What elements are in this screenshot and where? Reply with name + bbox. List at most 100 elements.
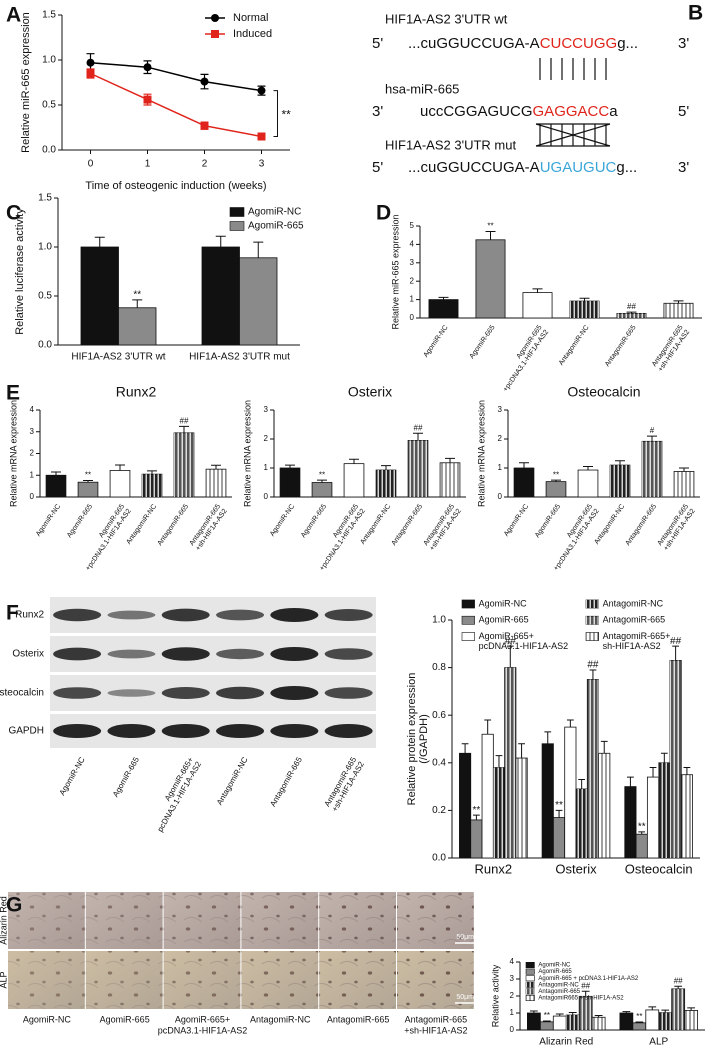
x-tick-label-group: AntagomiR-665	[391, 503, 425, 547]
error-bar	[579, 297, 590, 302]
seq: g...	[617, 35, 638, 52]
blot-row-label: Runx2	[15, 610, 44, 621]
lane-label-group: AntagomiR-665+sh-HIF1A-AS2	[323, 755, 367, 813]
error-bar	[544, 731, 552, 744]
x-tick-label-group: AntagomiR-665+sh-HIF1A-AS2	[651, 324, 691, 373]
end: 5'	[372, 159, 383, 176]
y-tick-label: 0.5	[38, 291, 52, 302]
mismatch-box	[535, 123, 611, 147]
blot-band	[324, 687, 373, 699]
x-tick-label-group: AntagomiR-665+sh-HIF1A-AS2	[657, 503, 697, 552]
panel-label: C	[6, 202, 21, 225]
y-tick-label: 2	[30, 449, 35, 458]
bar	[616, 312, 647, 319]
blot-band	[107, 724, 156, 738]
x-tick-label: AntagomiR-NC	[558, 324, 591, 367]
stain-cells	[8, 951, 85, 1009]
annotation: ##	[414, 423, 423, 432]
lane-label: AgomiR-NC	[58, 755, 87, 797]
stain-cells	[397, 951, 474, 1009]
x-tick-label: AgomiR-NC	[503, 503, 530, 538]
lane-label-group: AntagomiR-NC	[215, 755, 250, 806]
bar	[470, 819, 483, 859]
error-bar	[648, 1006, 657, 1010]
y-tick-label: 0	[30, 492, 35, 501]
stain-cells	[8, 892, 85, 949]
x-tick-label-group: AntagomiR-NC	[593, 503, 626, 546]
error-bar	[438, 296, 449, 300]
x-tick-label-group: AgomiR-665+pcDNA3.1-HIF1A-AS2	[502, 324, 550, 393]
error-bar	[673, 300, 684, 304]
y-tick-label: 1.0	[42, 55, 56, 66]
y-tick-label: 3	[498, 405, 503, 414]
lane-label: AntagomiR-NC	[215, 755, 250, 806]
y-axis-label-group: Relative luciferase activity	[14, 208, 26, 335]
bar	[77, 481, 99, 498]
x-tick-label-group: AgomiR-665	[66, 503, 94, 539]
legend-label: Normal	[233, 12, 268, 24]
x-tick-label: AgomiR-665	[469, 324, 497, 360]
x-tick-label: 2	[202, 159, 208, 170]
error-bar	[179, 425, 189, 433]
bar	[609, 464, 631, 498]
lane-label-group: AgomiR-NC	[58, 755, 87, 797]
y-tick-label: 2	[264, 434, 269, 443]
x-tick-label: AntagomiR-665	[625, 503, 659, 547]
end: 5'	[678, 103, 689, 120]
error-bar	[211, 464, 221, 470]
bar	[513, 467, 535, 498]
stain-cells	[163, 892, 241, 949]
x-tick-label: AntagomiR-NC	[593, 503, 626, 546]
y-tick-label: 3	[30, 427, 35, 436]
blot-band	[216, 724, 265, 738]
bar	[118, 307, 157, 346]
bar	[552, 1015, 567, 1031]
y-tick-label: 2	[410, 276, 415, 285]
error-bar	[506, 645, 514, 668]
bar	[375, 469, 397, 498]
error-bar	[627, 776, 634, 787]
y-tick-label: 0.0	[42, 145, 56, 156]
y-tick-label: 3	[264, 405, 269, 414]
annotation: #	[650, 426, 655, 435]
bar	[577, 469, 599, 498]
legend-label: AgomiR-665+	[479, 631, 534, 641]
legend-label: AntagomiR-665+	[603, 631, 671, 641]
legend-swatch-hatch	[586, 632, 599, 641]
annotation: **	[555, 800, 563, 811]
legend-label: AgomiR-NC	[538, 963, 571, 969]
lane-label: AgomiR-665	[111, 755, 141, 798]
site: UGAUGUC	[540, 159, 617, 176]
bar	[632, 1022, 647, 1031]
y-axis-label: Relative miR-665 expression	[390, 214, 400, 329]
bar	[311, 482, 333, 498]
mirna-label: hsa-miR-665	[385, 81, 459, 96]
x-tick-label: ALP	[649, 1037, 668, 1048]
bar	[673, 471, 695, 498]
y-tick-label: 0.2	[432, 805, 446, 816]
legend-swatch	[461, 615, 475, 625]
panel-label: B	[688, 2, 703, 25]
chart-title: Runx2	[116, 384, 157, 400]
error-bar	[532, 288, 543, 293]
annotation: ##	[505, 636, 517, 647]
x-tick-label-group: AntagomiR-NC	[558, 324, 591, 367]
bar	[539, 1021, 554, 1031]
lane-label-group: AntagomiR-665	[268, 755, 304, 808]
legend-swatch	[525, 975, 535, 982]
error-bar	[589, 669, 597, 680]
end: 3'	[678, 159, 689, 176]
lane-label-group: AgomiR-665	[111, 755, 141, 798]
y-axis-label: Relative activity	[490, 964, 500, 1027]
legend-swatch-hatch	[586, 599, 599, 609]
error-bar	[495, 755, 503, 768]
y-axis-label: (/GAPDH)	[418, 714, 430, 764]
end: 3'	[678, 35, 689, 52]
y-axis-label-group: Relative mRNA expression	[242, 400, 252, 507]
annotation: **	[282, 108, 292, 122]
stain-cells	[241, 951, 319, 1009]
blot-band	[53, 647, 102, 661]
scale-bar-label: 50μm	[456, 934, 474, 941]
blot-band	[270, 608, 319, 622]
bar	[141, 473, 163, 498]
